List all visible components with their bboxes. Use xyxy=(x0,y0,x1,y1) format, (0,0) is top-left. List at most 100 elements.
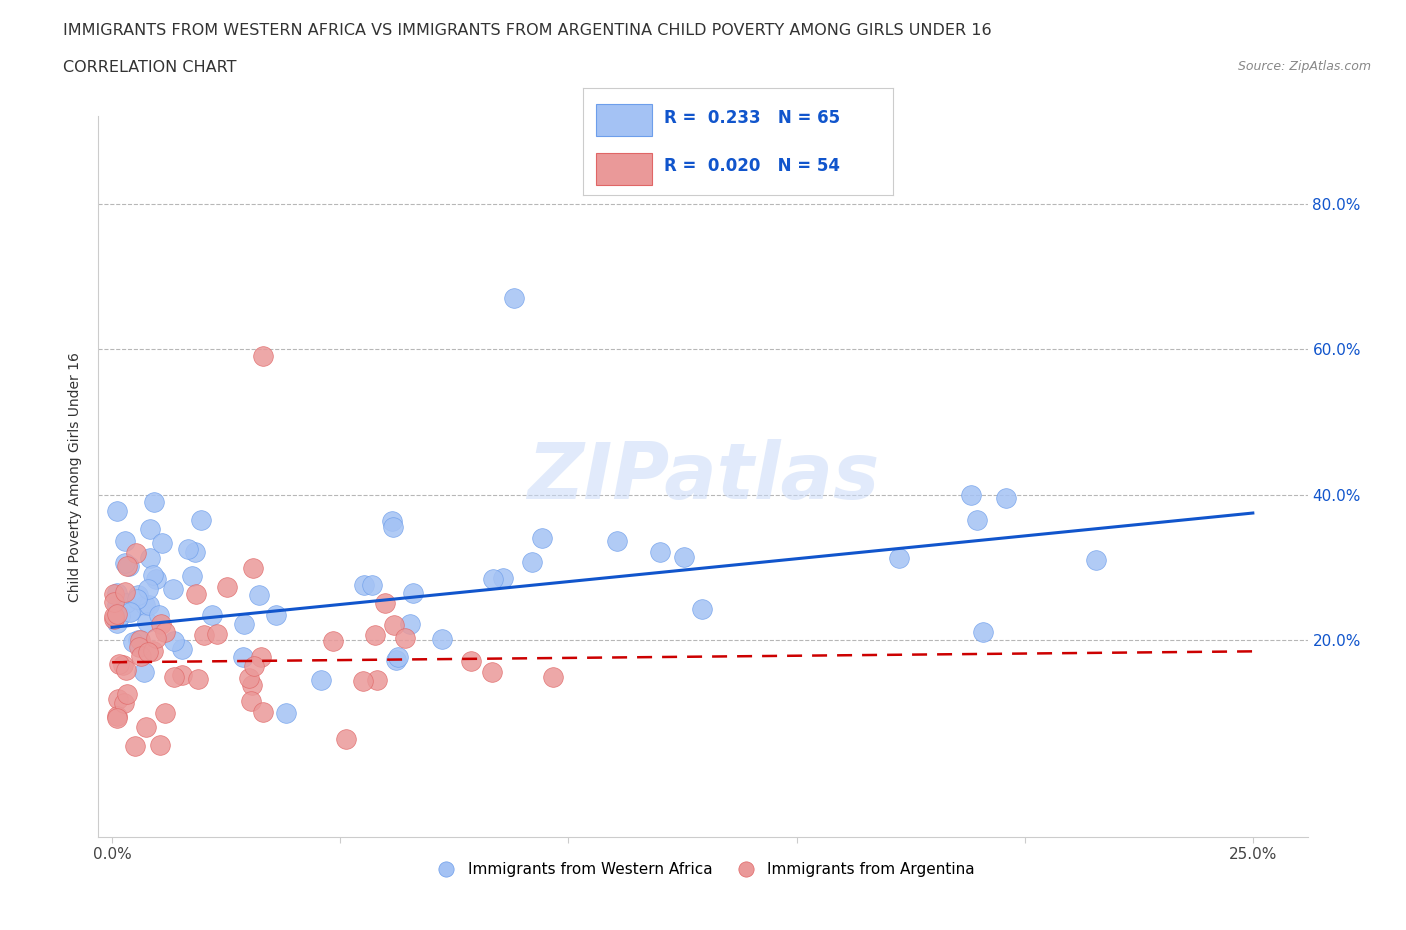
Point xyxy=(430,631,453,646)
Text: R =  0.233   N = 65: R = 0.233 N = 65 xyxy=(664,110,839,127)
Point xyxy=(148,607,170,622)
Point xyxy=(128,639,150,654)
Point xyxy=(105,504,128,519)
Point xyxy=(139,521,162,536)
Point xyxy=(460,654,482,669)
Point xyxy=(134,598,156,613)
Point xyxy=(240,678,263,693)
Point xyxy=(124,738,146,753)
Point xyxy=(143,495,166,510)
Point xyxy=(238,671,260,685)
Point xyxy=(541,670,564,684)
Point xyxy=(207,626,229,641)
Text: CORRELATION CHART: CORRELATION CHART xyxy=(63,60,236,75)
Point xyxy=(242,561,264,576)
Point xyxy=(145,631,167,645)
Point xyxy=(136,644,159,659)
Point xyxy=(125,546,148,561)
Point xyxy=(153,705,176,720)
Point xyxy=(120,604,142,618)
Point xyxy=(399,616,422,631)
Point xyxy=(125,591,148,606)
Point xyxy=(108,608,131,623)
Point xyxy=(249,649,271,664)
Point xyxy=(132,665,155,680)
Point xyxy=(232,617,254,631)
Point xyxy=(115,687,138,702)
Point xyxy=(135,720,157,735)
Text: Source: ZipAtlas.com: Source: ZipAtlas.com xyxy=(1237,60,1371,73)
Point xyxy=(149,737,172,752)
Point xyxy=(115,596,138,611)
Point xyxy=(215,579,238,594)
Point xyxy=(115,559,138,574)
Point xyxy=(361,578,384,593)
Point xyxy=(139,551,162,565)
Point xyxy=(960,487,983,502)
Point xyxy=(239,694,262,709)
Point xyxy=(530,531,553,546)
Point xyxy=(107,607,129,622)
Point xyxy=(366,672,388,687)
Point xyxy=(184,544,207,559)
Point xyxy=(150,536,173,551)
Point xyxy=(170,668,193,683)
Point xyxy=(382,618,405,632)
Point xyxy=(129,632,152,647)
Point xyxy=(135,615,157,630)
Point xyxy=(502,291,524,306)
Point xyxy=(118,605,141,620)
Point xyxy=(252,705,274,720)
Point xyxy=(118,558,141,573)
Point xyxy=(114,556,136,571)
Point xyxy=(103,612,125,627)
FancyBboxPatch shape xyxy=(596,153,651,184)
Point xyxy=(966,513,988,528)
Point xyxy=(103,587,125,602)
Point xyxy=(193,628,215,643)
Point xyxy=(105,711,128,725)
Point xyxy=(103,595,125,610)
Point xyxy=(690,602,713,617)
Text: ZIPatlas: ZIPatlas xyxy=(527,439,879,514)
Point xyxy=(177,542,200,557)
Point xyxy=(394,631,416,645)
Point xyxy=(163,670,186,684)
Point xyxy=(163,633,186,648)
Y-axis label: Child Poverty Among Girls Under 16: Child Poverty Among Girls Under 16 xyxy=(69,352,83,602)
Point xyxy=(492,571,515,586)
Point xyxy=(112,696,135,711)
Point xyxy=(381,520,404,535)
Point xyxy=(387,649,409,664)
Point xyxy=(309,672,332,687)
Point xyxy=(274,706,297,721)
Point xyxy=(136,581,159,596)
FancyBboxPatch shape xyxy=(596,104,651,137)
Point xyxy=(114,663,136,678)
Point xyxy=(172,642,194,657)
Point xyxy=(103,609,125,624)
Point xyxy=(138,597,160,612)
Point xyxy=(131,649,153,664)
Point xyxy=(247,588,270,603)
Point xyxy=(520,554,543,569)
Legend: Immigrants from Western Africa, Immigrants from Argentina: Immigrants from Western Africa, Immigran… xyxy=(425,857,981,884)
Point xyxy=(107,657,129,671)
Point xyxy=(105,598,128,613)
Point xyxy=(114,533,136,548)
Point xyxy=(352,673,374,688)
Point xyxy=(385,653,408,668)
Point xyxy=(482,572,505,587)
Point xyxy=(972,624,994,639)
Point xyxy=(606,534,628,549)
Text: IMMIGRANTS FROM WESTERN AFRICA VS IMMIGRANTS FROM ARGENTINA CHILD POVERTY AMONG : IMMIGRANTS FROM WESTERN AFRICA VS IMMIGR… xyxy=(63,23,991,38)
Point xyxy=(190,512,212,527)
Point xyxy=(201,607,224,622)
Point xyxy=(155,624,177,639)
Point xyxy=(187,671,209,686)
Point xyxy=(145,572,167,587)
Point xyxy=(105,616,128,631)
Point xyxy=(162,581,184,596)
Point xyxy=(127,632,149,647)
Point xyxy=(266,608,288,623)
